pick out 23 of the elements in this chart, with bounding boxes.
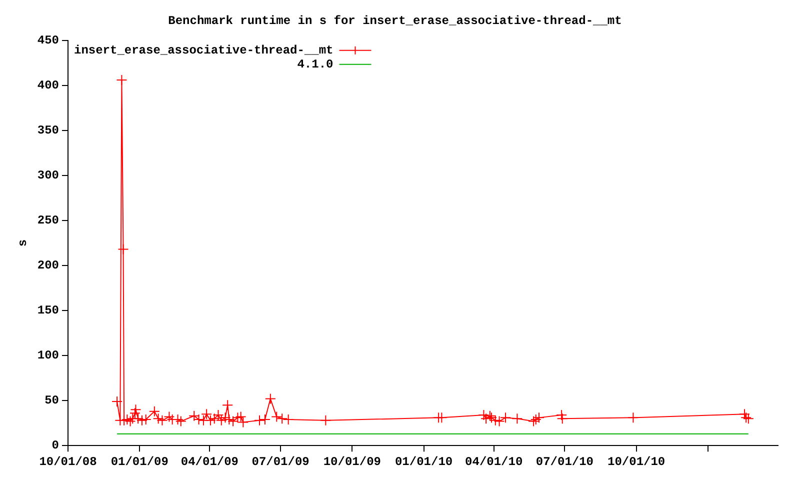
chart-title: Benchmark runtime in s for insert_erase_associative-thread-__mt <box>168 14 622 28</box>
y-tick-label: 300 <box>37 168 60 182</box>
legend-label: insert_erase_associative-thread-__mt <box>74 43 334 58</box>
y-tick-label: 200 <box>37 258 60 273</box>
x-tick-label: 01/01/10 <box>394 454 453 469</box>
legend-label: 4.1.0 <box>297 57 334 72</box>
y-axis-title: s <box>16 239 30 247</box>
y-tick-label: 350 <box>37 123 60 138</box>
x-tick-label: 07/01/09 <box>252 454 310 469</box>
x-tick-label: 04/01/09 <box>180 454 238 469</box>
x-tick-label: 04/01/10 <box>465 454 523 469</box>
x-tick-label: 10/01/08 <box>39 454 97 469</box>
y-tick-label: 450 <box>37 33 60 48</box>
y-tick-label: 0 <box>52 438 60 453</box>
y-tick-label: 250 <box>37 214 60 228</box>
y-tick-label: 50 <box>44 394 60 408</box>
x-tick-label: 07/01/10 <box>536 454 594 469</box>
x-tick-label: 01/01/09 <box>110 454 168 469</box>
y-tick-label: 100 <box>37 348 60 363</box>
y-tick-label: 400 <box>37 78 60 92</box>
x-tick-label: 10/01/09 <box>323 454 381 469</box>
y-tick-label: 150 <box>37 304 60 318</box>
x-tick-label: 10/01/10 <box>608 454 666 469</box>
